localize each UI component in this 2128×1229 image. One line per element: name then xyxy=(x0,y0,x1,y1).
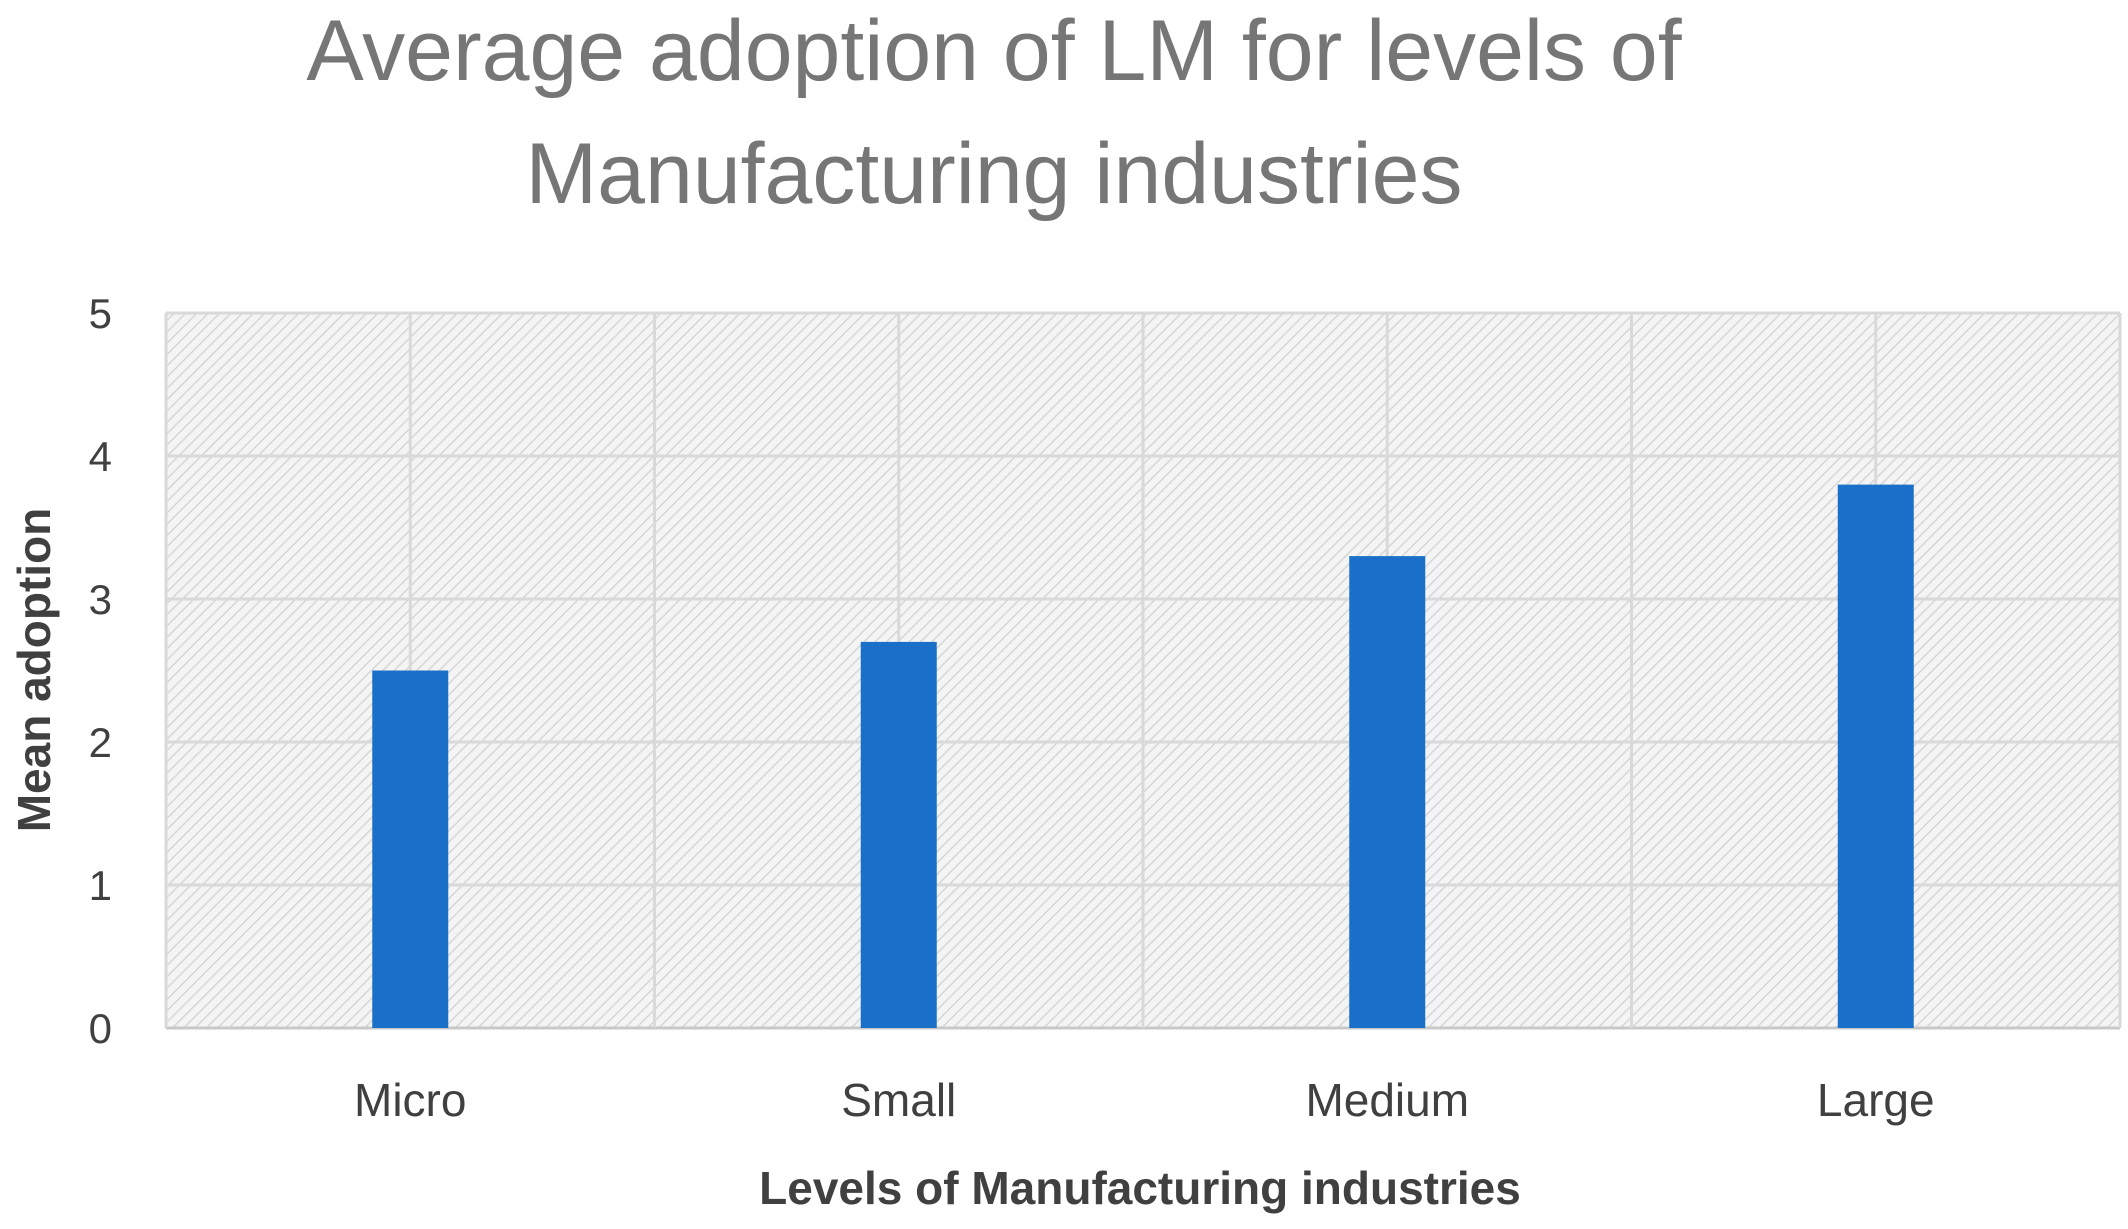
y-tick-label: 4 xyxy=(89,433,112,480)
x-category-label: Large xyxy=(1817,1074,1935,1126)
y-tick-label: 5 xyxy=(89,290,112,337)
y-tick-label: 1 xyxy=(89,862,112,909)
bar-series xyxy=(372,484,1914,1029)
x-axis-title: Levels of Manufacturing industries xyxy=(759,1162,1521,1214)
x-axis-categories: Micro Small Medium Large xyxy=(354,1074,1935,1126)
x-category-label: Micro xyxy=(354,1074,466,1126)
bar-large xyxy=(1837,484,1914,1029)
y-axis-title: Mean adoption xyxy=(8,508,60,833)
bar-small xyxy=(860,641,937,1028)
bar-micro xyxy=(372,670,449,1028)
x-category-label: Medium xyxy=(1305,1074,1469,1126)
y-tick-label: 3 xyxy=(89,576,112,623)
y-axis-ticks: 0 1 2 3 4 5 xyxy=(89,290,112,1052)
bar-medium xyxy=(1349,556,1426,1028)
y-tick-label: 0 xyxy=(89,1005,112,1052)
chart-title-line-2: Manufacturing industries xyxy=(525,126,1463,222)
x-category-label: Small xyxy=(841,1074,956,1126)
y-tick-label: 2 xyxy=(89,719,112,766)
chart-title-line-1: Average adoption of LM for levels of xyxy=(306,3,1682,99)
